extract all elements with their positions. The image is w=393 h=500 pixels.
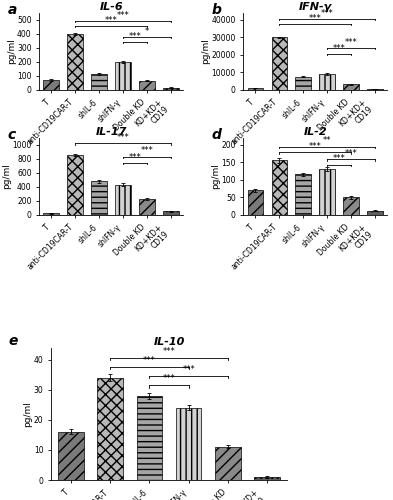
Bar <box>116 62 131 90</box>
Bar <box>58 432 84 480</box>
Y-axis label: pg/ml: pg/ml <box>7 38 16 64</box>
Text: ***: *** <box>117 11 130 20</box>
Title: IL-2: IL-2 <box>303 127 327 137</box>
Bar <box>343 84 359 89</box>
Text: a: a <box>8 3 17 17</box>
Text: ***: *** <box>333 44 345 52</box>
Text: ***: *** <box>321 8 334 18</box>
Bar <box>176 408 202 480</box>
Text: ***: *** <box>141 146 153 155</box>
Bar <box>343 198 359 215</box>
Bar <box>137 396 162 480</box>
Bar <box>68 34 83 90</box>
Text: ***: *** <box>143 356 156 365</box>
Bar <box>320 169 335 215</box>
Bar <box>255 477 280 480</box>
Text: ***: *** <box>182 365 195 374</box>
Bar <box>44 80 59 90</box>
Text: ***: *** <box>345 38 358 46</box>
Text: d: d <box>212 128 222 142</box>
Title: IFN-γ: IFN-γ <box>299 2 332 12</box>
Title: IL-6: IL-6 <box>99 2 123 12</box>
Text: **: ** <box>323 136 331 145</box>
Bar <box>163 212 179 215</box>
Bar <box>296 174 311 215</box>
Text: ***: *** <box>345 148 358 158</box>
Bar <box>116 184 131 215</box>
Bar <box>97 378 123 480</box>
Bar <box>272 37 287 90</box>
Text: ***: *** <box>129 32 141 41</box>
Text: e: e <box>9 334 18 348</box>
Bar <box>92 74 107 90</box>
Text: ***: *** <box>333 154 345 163</box>
Text: ***: *** <box>105 16 118 25</box>
Bar <box>68 155 83 215</box>
Text: ***: *** <box>129 152 141 162</box>
Bar <box>139 80 155 90</box>
Bar <box>248 190 263 215</box>
Y-axis label: pg/ml: pg/ml <box>2 164 11 189</box>
Bar <box>320 74 335 90</box>
Y-axis label: pg/ml: pg/ml <box>23 401 32 426</box>
Text: ***: *** <box>163 374 175 383</box>
Bar <box>92 181 107 215</box>
Bar <box>272 160 287 215</box>
Title: IL-17: IL-17 <box>95 127 127 137</box>
Bar <box>139 200 155 215</box>
Text: ***: *** <box>309 142 321 150</box>
Bar <box>296 76 311 90</box>
Bar <box>248 88 263 90</box>
Text: ***: *** <box>117 133 130 142</box>
Bar <box>215 447 241 480</box>
Bar <box>163 88 179 90</box>
Text: b: b <box>212 3 222 17</box>
Bar <box>44 214 59 215</box>
Bar <box>367 89 383 90</box>
Text: ***: *** <box>309 14 321 23</box>
Text: ***: *** <box>163 347 175 356</box>
Title: IL-10: IL-10 <box>153 336 185 346</box>
Y-axis label: pg/ml: pg/ml <box>211 164 220 189</box>
Y-axis label: pg/ml: pg/ml <box>201 38 210 64</box>
Text: c: c <box>8 128 16 142</box>
Bar <box>367 210 383 215</box>
Text: *: * <box>145 27 149 36</box>
